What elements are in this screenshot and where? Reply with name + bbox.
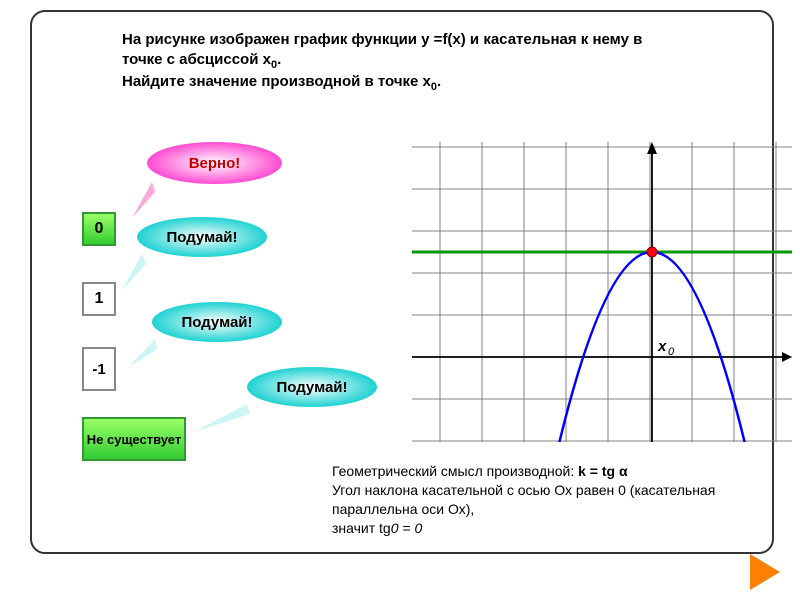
explain-1b: k = tg α xyxy=(578,463,627,479)
nav-next-arrow[interactable] xyxy=(750,554,780,590)
problem-text: На рисунке изображен график функции y =f… xyxy=(122,30,652,94)
main-container: На рисунке изображен график функции y =f… xyxy=(30,10,774,554)
feedback-think-label-3: Подумай! xyxy=(276,379,347,396)
problem-period2: . xyxy=(437,73,441,90)
tail-verno xyxy=(127,180,157,220)
svg-text:x: x xyxy=(657,338,667,355)
feedback-think-label-1: Подумай! xyxy=(166,229,237,246)
answer-label-0: 0 xyxy=(95,220,104,238)
feedback-correct-label: Верно! xyxy=(189,155,241,172)
explain-2: Угол наклона касательной с осью Ох равен… xyxy=(332,482,715,517)
tail-think3 xyxy=(192,402,252,437)
chart: x0 xyxy=(412,142,792,442)
feedback-think-bubble-1: Подумай! xyxy=(137,217,267,257)
answer-button-minus1[interactable]: -1 xyxy=(82,347,116,391)
explanation: Геометрический смысл производной: k = tg… xyxy=(332,462,792,538)
chart-svg: x0 xyxy=(412,142,792,442)
answer-label-minus1: -1 xyxy=(92,362,105,377)
feedback-think-bubble-3: Подумай! xyxy=(247,367,377,407)
tail-think1 xyxy=(120,252,150,292)
answer-button-1[interactable]: 1 xyxy=(82,282,116,316)
problem-line1: На рисунке изображен график функции y =f… xyxy=(122,31,642,68)
answer-label-1: 1 xyxy=(95,290,104,308)
explain-1a: Геометрический смысл производной: xyxy=(332,463,578,479)
tail-think2 xyxy=(127,337,162,372)
answer-button-0[interactable]: 0 xyxy=(82,212,116,246)
explain-3a: значит tg xyxy=(332,520,391,536)
explain-3i: 0 = 0 xyxy=(391,520,423,536)
answer-label-none: Не существует xyxy=(87,432,181,447)
feedback-think-bubble-2: Подумай! xyxy=(152,302,282,342)
answer-button-none[interactable]: Не существует xyxy=(82,417,186,461)
problem-line2: Найдите значение производной в точке x xyxy=(122,73,431,90)
feedback-correct-bubble: Верно! xyxy=(147,142,282,184)
feedback-think-label-2: Подумай! xyxy=(181,314,252,331)
svg-text:0: 0 xyxy=(668,346,675,358)
slide: На рисунке изображен график функции y =f… xyxy=(0,0,800,600)
problem-period1: . xyxy=(277,51,281,68)
